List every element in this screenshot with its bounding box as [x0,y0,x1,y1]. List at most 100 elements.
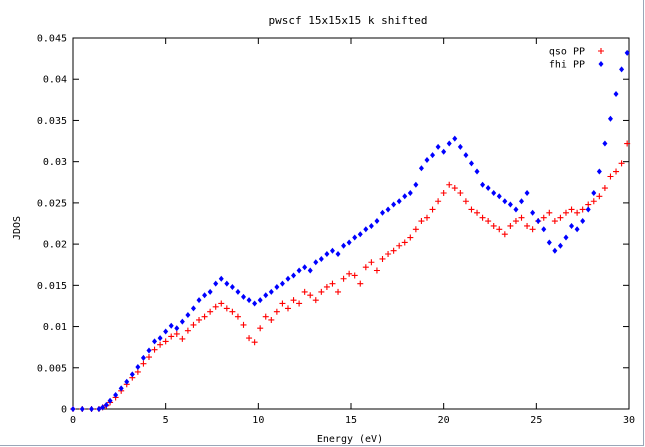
data-point [335,251,341,258]
data-point [457,189,464,196]
data-point [601,185,608,192]
data-point [491,189,497,196]
data-point [152,338,158,345]
data-point [207,308,214,315]
x-tick-label: 0 [70,415,76,426]
data-point [307,292,314,299]
data-point [468,206,475,213]
data-point [379,255,386,262]
data-point [140,354,146,361]
data-point [279,300,286,307]
data-point [435,143,441,150]
data-point [79,406,85,412]
data-point [462,198,469,205]
data-point [385,206,391,213]
data-point [557,214,564,221]
data-point [385,251,392,258]
data-point [374,218,380,225]
data-point [618,160,625,167]
data-point [418,165,424,172]
data-point [624,49,630,56]
data-point [490,222,497,229]
data-point [402,193,408,200]
data-point [274,283,280,290]
data-point [512,218,519,225]
data-point [218,275,224,282]
data-point [103,401,109,408]
x-tick-label: 20 [438,415,450,426]
data-point [129,371,135,378]
series-fhi-pp [70,49,630,412]
data-point [124,378,130,385]
data-point [579,206,586,213]
data-point [613,91,619,98]
data-point [162,338,169,345]
plot-axes: 0 0.005 0.01 0.015 0.02 0.025 0.03 0.035 0.04 0.0… [37,34,635,427]
data-point [519,198,525,205]
data-point [590,198,597,205]
data-point [529,226,536,233]
data-point [357,280,364,287]
data-point [424,157,430,164]
data-point [318,255,324,262]
data-point [485,218,492,225]
data-point [501,231,508,238]
data-point [429,206,436,213]
y-tick-label: 0 [61,405,67,416]
data-point [313,259,319,266]
data-point [380,209,386,216]
data-point [474,209,481,216]
data-point [196,316,203,323]
data-point [418,218,425,225]
y-tick-label: 0.015 [37,281,67,292]
data-point [463,152,469,159]
data-point [485,185,491,192]
data-point [252,300,258,307]
y-axis-label: JDOS [12,216,23,240]
data-point [518,214,525,221]
data-point [157,335,163,342]
data-point [290,297,297,304]
data-point [407,189,413,196]
data-point [196,297,202,304]
data-point [207,288,213,295]
data-point [474,168,480,175]
data-point [318,288,325,295]
data-point [291,272,297,279]
data-point [352,234,358,241]
data-point [140,360,147,367]
data-point [502,198,508,205]
data-point [301,288,308,295]
y-tick-label: 0.03 [43,157,67,168]
data-point [351,272,358,279]
x-tick-label: 15 [345,415,357,426]
legend-label: qso PP [549,47,585,58]
data-point [246,335,253,342]
data-point [452,135,458,142]
data-point [524,222,531,229]
data-point [423,214,430,221]
data-point [262,313,269,320]
y-tick-label: 0.025 [37,198,67,209]
data-point [212,303,219,310]
x-tick-label: 25 [530,415,542,426]
data-point [229,308,236,315]
data-point [145,354,152,361]
data-point [96,406,102,412]
data-point [329,247,335,254]
data-point [496,226,503,233]
data-point [368,259,375,266]
data-point [324,251,330,258]
data-point [312,297,319,304]
plot-border [72,37,630,410]
data-point [89,406,95,412]
data-point [413,181,419,188]
data-point [574,209,581,216]
data-point [607,173,614,180]
data-point [362,264,369,271]
data-point [279,280,285,287]
data-point [135,363,141,370]
data-point [557,242,563,249]
data-point [368,222,374,229]
